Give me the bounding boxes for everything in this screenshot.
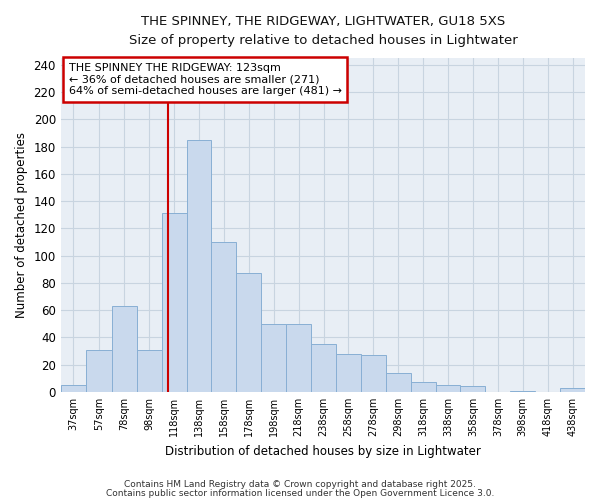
Bar [510,390,535,392]
Bar [311,344,336,392]
Title: THE SPINNEY, THE RIDGEWAY, LIGHTWATER, GU18 5XS
Size of property relative to det: THE SPINNEY, THE RIDGEWAY, LIGHTWATER, G… [128,15,517,47]
Bar [286,324,311,392]
Bar [61,385,86,392]
Bar [236,274,261,392]
Text: Contains HM Land Registry data © Crown copyright and database right 2025.: Contains HM Land Registry data © Crown c… [124,480,476,489]
Bar [436,385,460,392]
Y-axis label: Number of detached properties: Number of detached properties [15,132,28,318]
Bar [361,355,386,392]
X-axis label: Distribution of detached houses by size in Lightwater: Distribution of detached houses by size … [165,444,481,458]
Text: THE SPINNEY THE RIDGEWAY: 123sqm
← 36% of detached houses are smaller (271)
64% : THE SPINNEY THE RIDGEWAY: 123sqm ← 36% o… [68,63,341,96]
Bar [336,354,361,392]
Bar [560,388,585,392]
Text: Contains public sector information licensed under the Open Government Licence 3.: Contains public sector information licen… [106,489,494,498]
Bar [161,214,187,392]
Bar [86,350,112,392]
Bar [386,373,410,392]
Bar [261,324,286,392]
Bar [410,382,436,392]
Bar [211,242,236,392]
Bar [460,386,485,392]
Bar [112,306,137,392]
Bar [137,350,161,392]
Bar [187,140,211,392]
